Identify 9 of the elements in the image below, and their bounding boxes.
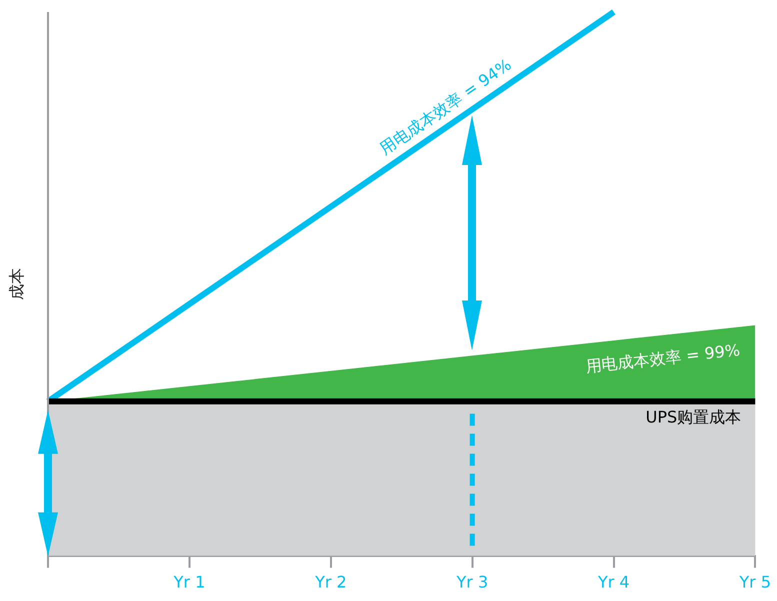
y-axis-title: 成本 bbox=[7, 268, 26, 300]
series-label: 用电成本效率 = 99% bbox=[584, 340, 741, 376]
x-tick-label: Yr 1 bbox=[172, 572, 206, 592]
x-tick-label: Yr 2 bbox=[314, 572, 347, 592]
x-tick-label: Yr 4 bbox=[596, 572, 630, 592]
x-tick-label: Yr 3 bbox=[456, 572, 488, 592]
series-label: UPS购置成本 bbox=[646, 408, 742, 427]
x-tick-label: Yr 5 bbox=[738, 572, 772, 592]
text: 用电成本效率 = 94% bbox=[376, 54, 515, 159]
